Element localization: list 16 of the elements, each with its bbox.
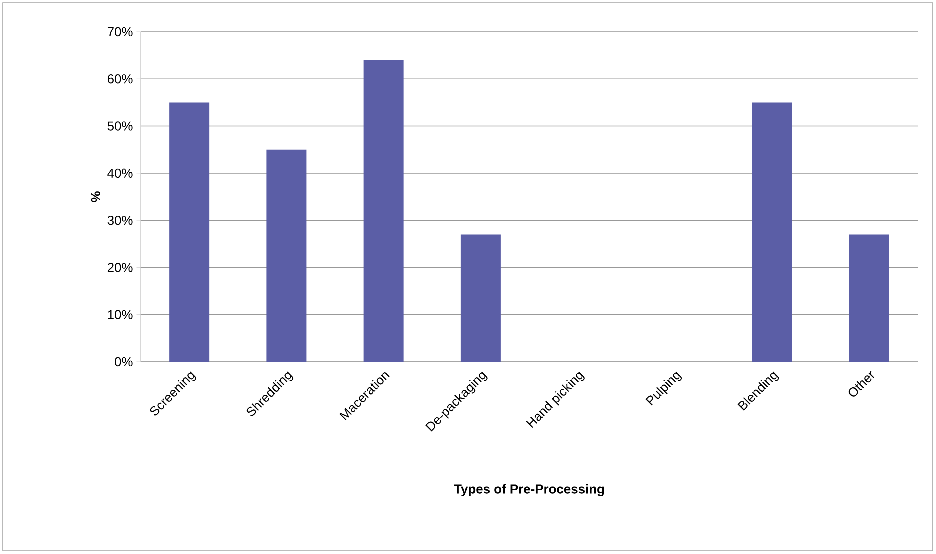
y-tick-label: 50% xyxy=(108,122,133,131)
bar xyxy=(849,234,890,362)
y-axis-title: % xyxy=(91,192,100,202)
x-axis-title: Types of Pre-Processing xyxy=(454,484,604,496)
y-tick-label: 60% xyxy=(108,74,133,84)
y-tick-label: 30% xyxy=(108,216,133,226)
bar xyxy=(460,234,501,362)
bar xyxy=(364,60,404,362)
bar xyxy=(170,102,210,362)
y-tick-label: 40% xyxy=(108,168,133,178)
y-tick-label: 20% xyxy=(108,263,133,272)
y-tick-label: 0% xyxy=(115,357,133,367)
y-tick-label: 70% xyxy=(108,27,133,37)
bar xyxy=(752,102,792,362)
bar xyxy=(266,150,307,362)
y-tick-label: 10% xyxy=(108,310,133,320)
